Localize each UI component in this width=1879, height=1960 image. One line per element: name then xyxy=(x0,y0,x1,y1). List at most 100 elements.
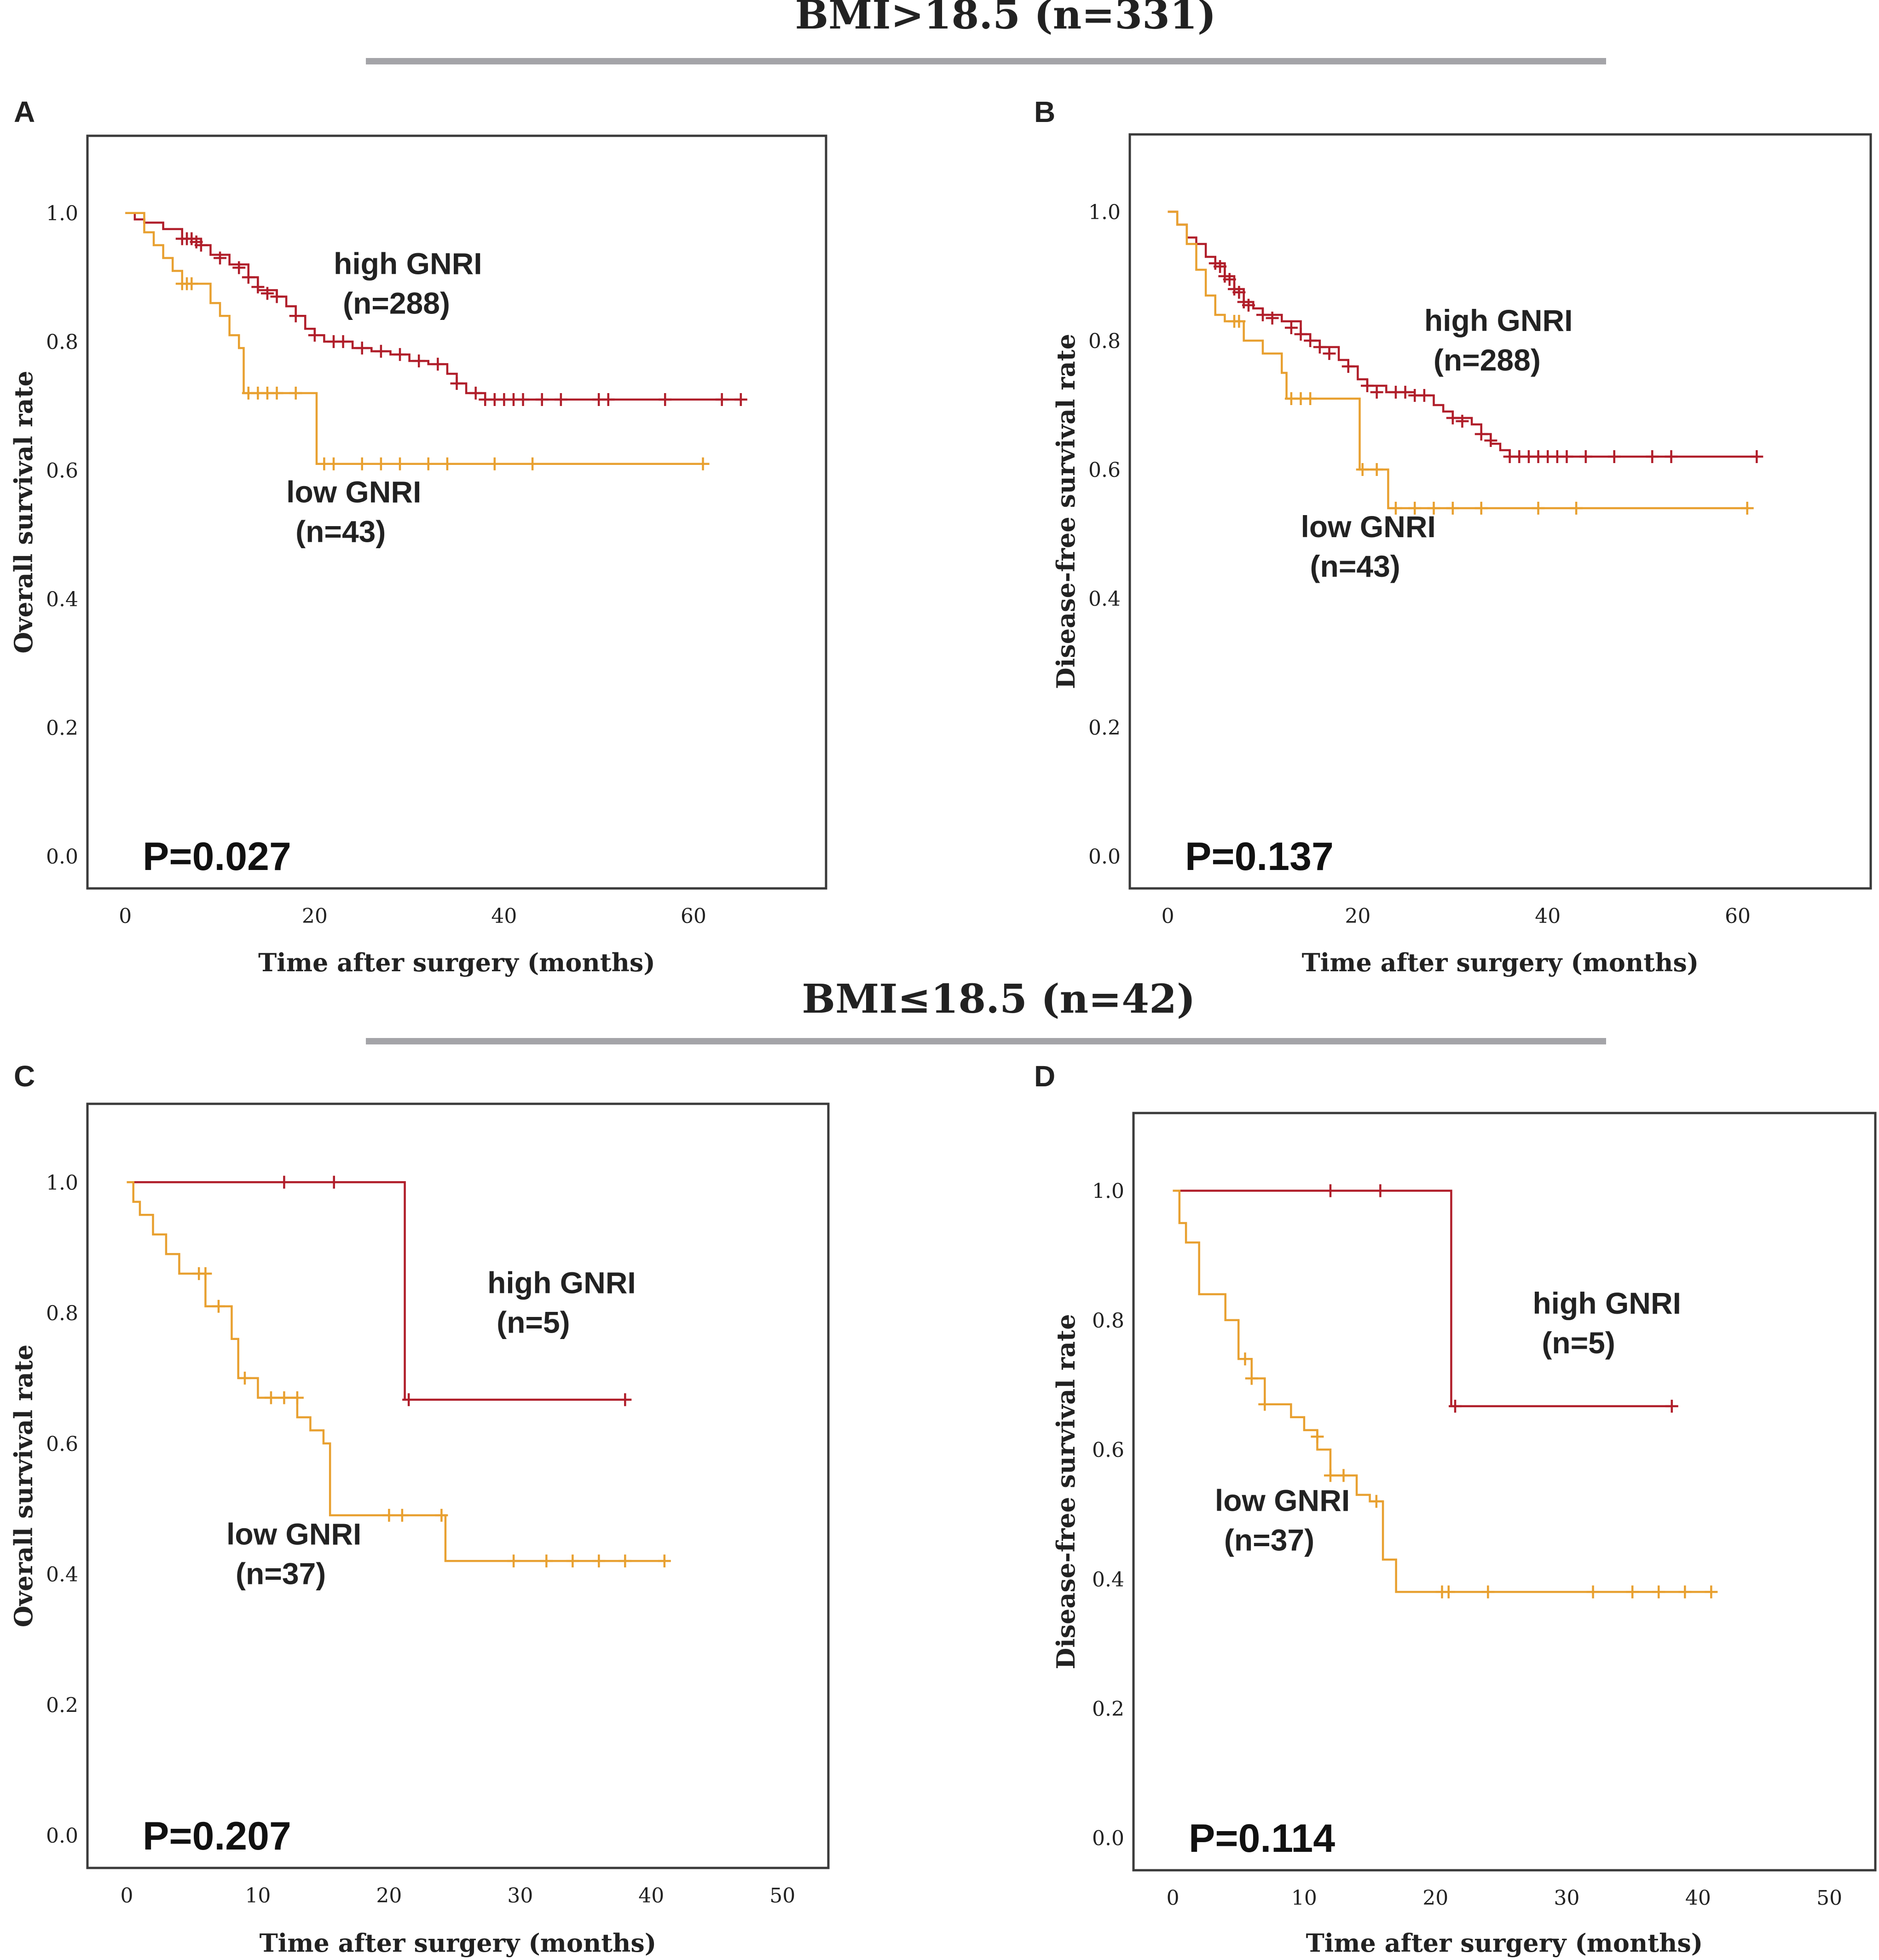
x-tick-label: 10 xyxy=(1291,1886,1317,1910)
censor-mark xyxy=(1740,502,1754,515)
x-tick-label: 20 xyxy=(302,905,328,928)
censor-mark xyxy=(1484,434,1497,447)
panel-letter: A xyxy=(14,95,35,128)
y-tick-label: 1.0 xyxy=(1092,1180,1124,1203)
censor-mark xyxy=(1313,341,1326,354)
censor-mark xyxy=(696,457,710,470)
series-label-high-gnri: high GNRI xyxy=(334,246,482,280)
y-tick-label: 0.6 xyxy=(46,1432,78,1456)
censor-mark xyxy=(242,271,255,284)
censor-mark xyxy=(535,393,549,406)
censor-mark xyxy=(260,287,274,300)
censor-mark xyxy=(1442,1585,1455,1599)
panel-letter: D xyxy=(1034,1060,1055,1093)
x-tick-label: 40 xyxy=(1685,1886,1711,1910)
y-tick-label: 0.0 xyxy=(1088,845,1121,869)
censor-mark xyxy=(469,386,482,400)
series-n-high-gnri: (n=288) xyxy=(1434,343,1541,377)
plot-frame xyxy=(1128,133,1872,890)
series-n-low-gnri: (n=37) xyxy=(1224,1523,1314,1557)
censor-mark xyxy=(1474,502,1488,515)
censor-mark xyxy=(374,345,387,358)
x-tick-label: 50 xyxy=(769,1884,795,1908)
y-tick-label: 1.0 xyxy=(1088,201,1121,224)
p-value-label: P=0.207 xyxy=(143,1814,291,1858)
series-label-low-gnri: low GNRI xyxy=(226,1517,361,1551)
censor-mark xyxy=(440,457,454,470)
censor-mark xyxy=(1586,1585,1600,1599)
y-tick-label: 0.8 xyxy=(1092,1309,1124,1333)
censor-mark xyxy=(1446,412,1459,424)
plot-frame xyxy=(86,134,827,890)
censor-mark xyxy=(1646,450,1659,463)
censor-mark xyxy=(659,393,672,406)
series-high-gnri xyxy=(127,1176,632,1406)
x-axis-label: Time after surgery (months) xyxy=(1306,1928,1703,1958)
censor-mark xyxy=(1389,502,1402,515)
censor-mark xyxy=(374,457,387,470)
series-high-gnri xyxy=(1173,1184,1678,1413)
censor-mark xyxy=(1665,1399,1678,1413)
censor-mark xyxy=(251,280,265,294)
censor-mark xyxy=(507,1554,520,1568)
x-axis-label: Time after surgery (months) xyxy=(260,1928,657,1958)
series-low-gnri xyxy=(1173,1189,1718,1599)
censor-mark xyxy=(1256,308,1269,321)
y-tick-label: 0.0 xyxy=(46,1824,78,1848)
y-axis-label: Disease-free survival rate xyxy=(1051,334,1081,689)
censor-mark xyxy=(336,335,350,348)
panel-b: B 0.0 0.2 0.4 0.6 0.8 1.0 0 20 40 60 Time after sur… xyxy=(1034,95,1872,977)
censor-mark xyxy=(1449,1399,1462,1413)
x-tick-label: 0 xyxy=(1162,905,1174,928)
panel-letter: C xyxy=(14,1060,35,1093)
x-tick-label: 40 xyxy=(491,905,517,928)
censor-mark xyxy=(422,457,435,470)
censor-mark xyxy=(238,1371,251,1385)
survival-curve-high-gnri xyxy=(127,1181,625,1401)
section-title-bmi-low: BMI≤18.5 (n=42) xyxy=(802,976,1195,1022)
p-value-label: P=0.114 xyxy=(1189,1816,1335,1861)
y-tick-label: 0.6 xyxy=(1092,1438,1124,1462)
censor-mark xyxy=(1238,1352,1252,1366)
x-tick-label: 30 xyxy=(1554,1886,1580,1910)
x-tick-label: 0 xyxy=(119,905,132,928)
y-tick-label: 0.8 xyxy=(46,1302,78,1325)
censor-mark xyxy=(1607,450,1621,463)
panel-letter: B xyxy=(1034,95,1055,128)
x-tick-label: 30 xyxy=(507,1884,533,1908)
censor-mark xyxy=(1232,315,1246,328)
censor-mark xyxy=(1665,450,1678,463)
series-label-high-gnri: high GNRI xyxy=(487,1265,636,1299)
p-value-label: P=0.137 xyxy=(1185,835,1334,879)
censor-mark xyxy=(1311,1430,1324,1443)
censor-mark xyxy=(1258,1398,1272,1411)
y-tick-label: 0.4 xyxy=(46,1563,78,1587)
plot-frame xyxy=(86,1102,830,1869)
x-tick-label: 60 xyxy=(681,905,706,928)
x-tick-label: 0 xyxy=(1167,1886,1179,1910)
censor-mark xyxy=(1214,260,1227,273)
y-tick-label: 0.4 xyxy=(46,588,78,611)
censor-mark xyxy=(290,1391,304,1404)
series-label-low-gnri: low GNRI xyxy=(286,475,421,509)
censor-mark xyxy=(431,358,445,371)
series-n-low-gnri: (n=43) xyxy=(1310,549,1400,583)
censor-mark xyxy=(1652,1585,1665,1599)
series-n-low-gnri: (n=43) xyxy=(295,515,386,549)
plot-frame xyxy=(1132,1112,1877,1872)
censor-mark xyxy=(289,386,302,400)
censor-mark xyxy=(194,238,208,252)
series-high-gnri xyxy=(125,212,747,406)
censor-mark xyxy=(619,1554,632,1568)
series-n-high-gnri: (n=288) xyxy=(343,286,450,320)
censor-mark xyxy=(1242,299,1255,312)
y-tick-label: 0.2 xyxy=(1092,1698,1124,1721)
censor-mark xyxy=(382,1508,396,1522)
y-tick-label: 0.0 xyxy=(1092,1827,1124,1850)
p-value-label: P=0.027 xyxy=(143,835,291,879)
censor-mark xyxy=(327,457,340,470)
y-axis-label: Disease-free survival rate xyxy=(1051,1314,1081,1670)
series-low-gnri xyxy=(1168,210,1754,515)
